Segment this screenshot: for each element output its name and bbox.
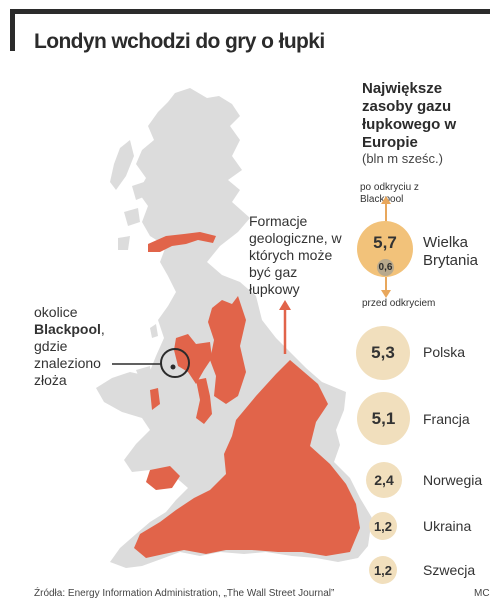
bubble-france: 5,1	[357, 392, 410, 445]
bubble-poland-value: 5,3	[371, 343, 395, 362]
formation-welsh-border	[196, 378, 212, 424]
islay-island	[118, 236, 130, 250]
skye-island	[132, 182, 146, 200]
before-arrow-line	[385, 277, 387, 292]
legend-unit: (bln m sześc.)	[362, 151, 443, 166]
source-note: Źródła: Energy Information Administratio…	[34, 588, 335, 599]
before-discovery-label: przed odkryciem	[362, 298, 436, 309]
page-title: Londyn wchodzi do gry o łupki	[34, 30, 325, 53]
blackpool-note: okolice Blackpool, gdzie znaleziono złoż…	[34, 304, 114, 389]
bubble-uk-before-value: 0,6	[378, 262, 393, 273]
bubble-ukraine-value: 1,2	[373, 518, 393, 534]
bubble-uk-before: 0,6	[377, 259, 394, 276]
formation-northern-england	[208, 296, 246, 404]
blackpool-marker-circle	[160, 348, 190, 378]
country-poland: Polska	[423, 344, 466, 360]
country-norway: Norwegia	[423, 472, 483, 488]
bubble-uk: 5,7 0,6	[357, 221, 413, 277]
isle-of-man	[150, 324, 158, 338]
frame-left-rule	[10, 9, 15, 51]
shale-formations	[134, 232, 360, 558]
bubble-ukraine: 1,2	[369, 512, 397, 540]
country-uk: Wielka Brytania	[423, 234, 479, 269]
formation-main-basin	[134, 360, 360, 558]
bubble-norway: 2,4	[366, 462, 402, 498]
blackpool-note-name: Blackpool	[34, 321, 101, 337]
author-credit: MC	[474, 588, 490, 599]
formations-note: Formacje geologiczne, w których może być…	[249, 213, 342, 297]
anglesey	[136, 366, 152, 380]
frame-top-rule	[10, 9, 490, 14]
formations-pointer-arrowhead	[279, 300, 291, 310]
formation-blackpool	[174, 334, 212, 384]
formation-south-wales	[146, 466, 180, 490]
bubble-france-value: 5,1	[371, 408, 396, 428]
country-ukraine: Ukraina	[423, 518, 472, 534]
blackpool-point	[170, 364, 176, 370]
legend-title: Największe zasoby gazu łupkowego w Europ…	[362, 80, 457, 151]
after-arrow-line	[385, 202, 387, 222]
bubble-norway-value: 2,4	[374, 472, 394, 488]
bubble-uk-value: 5,7	[373, 233, 397, 252]
blackpool-note-post: , gdzie znaleziono złoża	[34, 321, 105, 388]
formation-midland-valley	[148, 232, 216, 252]
country-sweden: Szwecja	[423, 562, 476, 578]
after-discovery-label: po odkryciu z Blackpool	[360, 182, 419, 205]
country-france: Francja	[423, 411, 470, 427]
mull-island	[124, 208, 140, 226]
bubble-sweden: 1,2	[369, 556, 397, 584]
outer-hebrides	[110, 140, 134, 190]
blackpool-note-pre: okolice	[34, 304, 78, 320]
before-arrow-head	[381, 290, 391, 298]
formation-north-wales	[150, 388, 160, 410]
after-arrow-head	[381, 196, 391, 204]
bubble-poland: 5,3	[356, 326, 410, 380]
bubble-sweden-value: 1,2	[373, 562, 393, 578]
